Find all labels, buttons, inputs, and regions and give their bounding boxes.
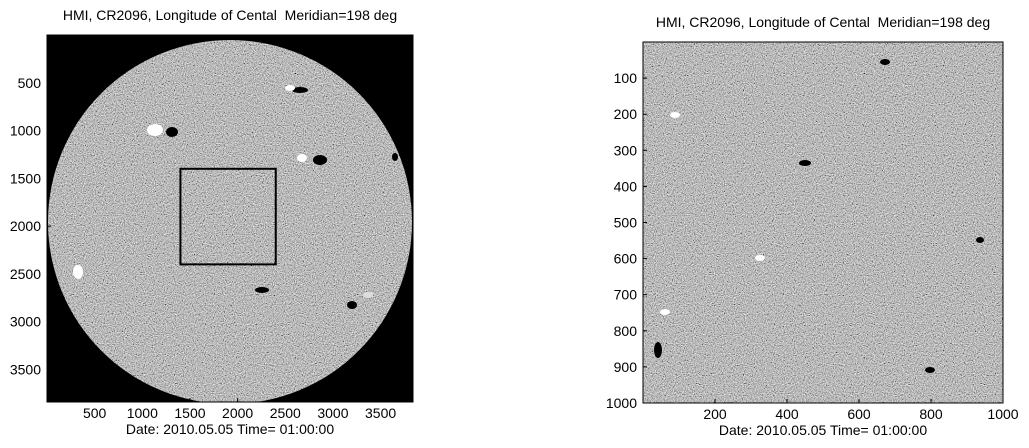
y-tick-label: 400 (614, 178, 638, 194)
y-tick-label: 900 (614, 359, 638, 375)
y-tick-label: 500 (18, 75, 42, 91)
x-tick-label: 1000 (127, 405, 158, 421)
x-tick-label: 500 (83, 405, 107, 421)
y-tick-label: 600 (614, 251, 638, 267)
y-tick-label: 500 (614, 215, 638, 231)
y-tick-label: 100 (614, 70, 638, 86)
y-tick-label: 1000 (606, 395, 637, 411)
y-tick-label: 1500 (10, 170, 41, 186)
x-tick-label: 2000 (222, 405, 253, 421)
x-tick-label: 400 (775, 406, 799, 422)
chart-title: HMI, CR2096, Longitude of Cental Meridia… (656, 14, 990, 30)
left-image (47, 35, 413, 402)
y-tick-label: 200 (614, 106, 638, 122)
x-tick-label: 3000 (317, 405, 348, 421)
y-tick-label: 2500 (10, 266, 41, 282)
y-tick-label: 2000 (10, 218, 41, 234)
y-tick-label: 700 (614, 287, 638, 303)
y-tick-label: 3000 (10, 314, 41, 330)
x-tick-label: 2500 (270, 405, 301, 421)
y-tick-label: 1000 (10, 123, 41, 139)
x-axis-label: Date: 2010.05.05 Time= 01:00:00 (126, 421, 334, 437)
x-tick-label: 1500 (174, 405, 205, 421)
x-tick-label: 200 (703, 406, 727, 422)
chart-title: HMI, CR2096, Longitude of Cental Meridia… (63, 7, 397, 23)
x-tick-label: 800 (919, 406, 943, 422)
x-tick-label: 3500 (365, 405, 396, 421)
x-tick-label: 1000 (987, 406, 1018, 422)
y-tick-label: 800 (614, 323, 638, 339)
y-tick-label: 3500 (10, 362, 41, 378)
figure: HMI, CR2096, Longitude of Cental Meridia… (0, 0, 1029, 443)
right-image (643, 42, 1003, 403)
y-tick-label: 300 (614, 142, 638, 158)
x-tick-label: 600 (847, 406, 871, 422)
x-axis-label: Date: 2010.05.05 Time= 01:00:00 (719, 422, 927, 438)
